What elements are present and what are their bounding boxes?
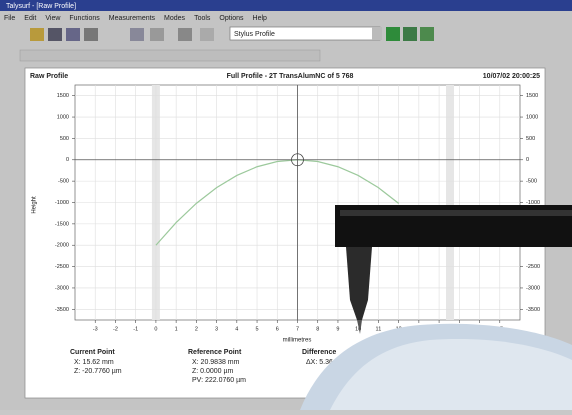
menu-item[interactable]: File xyxy=(4,15,15,22)
tool-button[interactable] xyxy=(200,28,214,41)
menu-item[interactable]: View xyxy=(45,15,61,22)
y2-tick-label: -3000 xyxy=(526,285,540,291)
menu-item[interactable]: Modes xyxy=(164,15,186,22)
y2-tick-label: 500 xyxy=(526,136,535,142)
readout-title: Current Point xyxy=(70,349,115,356)
readout-value: ΔX: 5.36 xyxy=(306,359,333,366)
chart-title: Full Profile - 2T TransAlumNC of 5 768 xyxy=(227,73,354,80)
tool-button[interactable] xyxy=(130,28,144,41)
window-title: Talysurf - [Raw Profile] xyxy=(6,3,76,10)
tool-button[interactable] xyxy=(48,28,62,41)
y-axis-label: Height xyxy=(32,196,38,214)
x-tick-label: 5 xyxy=(256,326,259,332)
stylus-probe xyxy=(346,247,372,320)
y2-tick-label: 1500 xyxy=(526,93,538,99)
readout-value: X: 15.62 mm xyxy=(74,359,114,366)
y-tick-label: 1000 xyxy=(57,114,69,120)
x-tick-label: 10 xyxy=(355,326,361,332)
tool-button[interactable] xyxy=(66,28,80,41)
y-tick-label: -1500 xyxy=(55,221,69,227)
menu-bar: File Edit View Functions Measurements Modes To… xyxy=(4,15,267,22)
toolbar: Stylus Profile xyxy=(19,26,434,62)
y-tick-label: -3500 xyxy=(55,307,69,313)
x-tick-label: 6 xyxy=(276,326,279,332)
x-tick-label: 1 xyxy=(175,326,178,332)
panel-label: Raw Profile xyxy=(30,73,68,80)
y2-tick-label: -1000 xyxy=(526,200,540,206)
y-tick-label: -1000 xyxy=(55,200,69,206)
y-tick-label: -3000 xyxy=(55,285,69,291)
x-tick-label: 3 xyxy=(215,326,218,332)
tool-button[interactable] xyxy=(178,28,192,41)
y2-tick-label: 0 xyxy=(526,157,529,163)
title-bar xyxy=(0,0,572,11)
y-tick-label: -2000 xyxy=(55,243,69,249)
x-tick-label: 0 xyxy=(154,326,157,332)
menu-item[interactable]: Options xyxy=(219,15,244,22)
combo-text: Stylus Profile xyxy=(234,31,275,38)
timestamp: 10/07/02 20:00:25 xyxy=(483,73,540,80)
y2-tick-label: -500 xyxy=(526,179,537,185)
reference-marker xyxy=(291,153,304,167)
readout: Current Point X: 15.62 mm Z: -20.7760 µm… xyxy=(70,349,336,384)
toolbar-row xyxy=(19,49,321,62)
x-tick-label: 11 xyxy=(376,326,382,332)
stylus-photo xyxy=(300,205,572,410)
menu-item[interactable]: Functions xyxy=(69,15,100,22)
combo-arrow[interactable] xyxy=(372,27,382,40)
y-tick-label: 1500 xyxy=(57,93,69,99)
readout-value: PV: 222.0760 µm xyxy=(192,377,246,384)
x-tick-label: 7 xyxy=(296,326,299,332)
x-tick-label: 8 xyxy=(316,326,319,332)
tool-button[interactable] xyxy=(420,27,434,41)
y2-tick-label: -3500 xyxy=(526,307,540,313)
tool-button[interactable] xyxy=(150,28,164,41)
x-axis-label: millimetres xyxy=(283,338,312,344)
y-tick-label: 500 xyxy=(60,136,69,142)
stylus-arm-edge xyxy=(340,210,572,216)
tool-button[interactable] xyxy=(30,28,44,41)
x-tick-label: 2 xyxy=(195,326,198,332)
menu-item[interactable]: Measurements xyxy=(109,15,156,22)
y-tick-label: 0 xyxy=(66,157,69,163)
x-tick-label: 4 xyxy=(235,326,238,332)
tool-button[interactable] xyxy=(84,28,98,41)
readout-value: X: 20.9838 mm xyxy=(192,359,240,366)
tool-button[interactable] xyxy=(403,27,417,41)
readout-value: Z: -20.7760 µm xyxy=(74,368,122,375)
menu-item[interactable]: Edit xyxy=(24,15,36,22)
y-tick-label: -500 xyxy=(58,179,69,185)
x-tick-label: -2 xyxy=(113,326,118,332)
y2-tick-label: 1000 xyxy=(526,114,538,120)
y2-tick-label: -2500 xyxy=(526,264,540,270)
y-tick-label: -2500 xyxy=(55,264,69,270)
menu-item[interactable]: Help xyxy=(253,15,268,22)
sample-highlight xyxy=(330,339,572,410)
menu-item[interactable]: Tools xyxy=(194,15,211,22)
readout-value: Z: 0.0000 µm xyxy=(192,368,234,375)
readout-title: Reference Point xyxy=(188,349,242,356)
stylus-tip xyxy=(357,320,362,334)
tool-button[interactable] xyxy=(386,27,400,41)
profile-line xyxy=(155,159,400,246)
x-tick-label: 9 xyxy=(336,326,339,332)
x-tick-label: -1 xyxy=(133,326,138,332)
readout-title: Difference xyxy=(302,349,336,356)
x-tick-label: -3 xyxy=(93,326,98,332)
